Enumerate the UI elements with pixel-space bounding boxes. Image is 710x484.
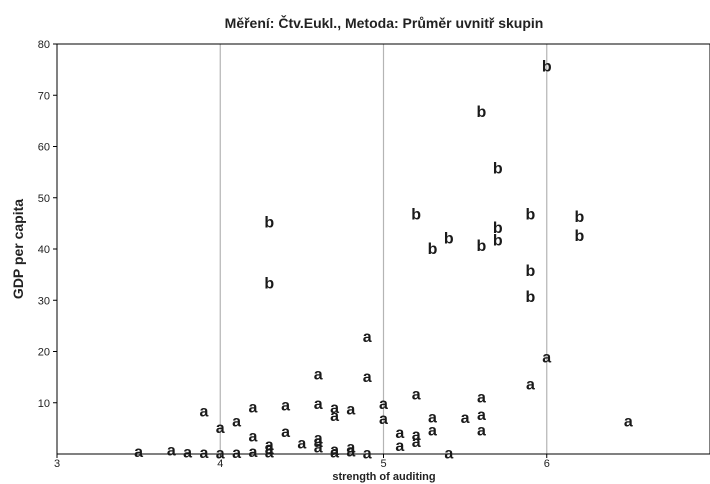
x-tick-label: 3 — [54, 458, 60, 470]
data-point-b: b — [542, 59, 552, 76]
data-point-a: a — [265, 444, 274, 461]
data-point-a: a — [428, 422, 437, 439]
data-point-a: a — [314, 396, 323, 413]
data-point-b: b — [493, 161, 503, 178]
x-axis-label: strength of auditing — [332, 471, 435, 483]
data-point-a: a — [199, 445, 208, 462]
y-axis-label: GDP per capita — [10, 199, 26, 299]
data-point-a: a — [216, 420, 225, 437]
data-point-a: a — [330, 400, 339, 417]
data-point-a: a — [346, 401, 355, 418]
data-point-a: a — [199, 403, 208, 420]
data-point-a: a — [444, 445, 453, 462]
data-point-a: a — [281, 397, 290, 414]
data-point-a: a — [265, 441, 274, 458]
data-point-b: b — [264, 275, 274, 292]
data-point-a: a — [314, 439, 323, 456]
data-point-a: a — [167, 442, 176, 459]
y-tick-label: 30 — [38, 295, 50, 307]
data-point-a: a — [183, 444, 192, 461]
data-point-a: a — [265, 437, 274, 454]
x-tick-label: 5 — [380, 458, 386, 470]
data-point-a: a — [363, 369, 372, 386]
data-point-a: a — [379, 396, 388, 413]
data-point-a: a — [412, 387, 421, 404]
data-point-a: a — [314, 367, 323, 384]
y-tick-label: 50 — [38, 193, 50, 205]
data-point-a: a — [363, 445, 372, 462]
x-tick-label: 6 — [544, 458, 550, 470]
data-point-b: b — [493, 220, 503, 237]
y-tick-label: 20 — [38, 347, 50, 359]
y-tick-label: 80 — [38, 39, 50, 51]
tick-layer: 3 4 5 6 10 20 30 40 50 60 70 80 — [38, 39, 550, 470]
data-point-a: a — [412, 434, 421, 451]
data-point-b: b — [477, 104, 487, 121]
data-point-a: a — [428, 410, 437, 427]
data-point-a: a — [477, 407, 486, 424]
data-point-b: b — [428, 241, 438, 258]
data-point-b: b — [264, 214, 274, 231]
data-point-a: a — [330, 408, 339, 425]
data-point-b: b — [526, 263, 536, 280]
data-point-a: a — [395, 438, 404, 455]
data-point-a: a — [346, 443, 355, 460]
data-point-a: a — [477, 422, 486, 439]
data-point-a: a — [461, 410, 470, 427]
data-point-b: b — [575, 228, 585, 245]
chart-title: Měření: Čtv.Eukl., Metoda: Průměr uvnitř… — [225, 14, 544, 31]
data-point-a: a — [542, 350, 551, 367]
data-point-a: a — [281, 424, 290, 441]
data-point-b: b — [526, 289, 536, 306]
data-point-a: a — [526, 376, 535, 393]
data-point-a: a — [363, 329, 372, 346]
data-point-b: b — [477, 238, 487, 255]
data-point-a: a — [134, 444, 143, 461]
data-point-a: a — [248, 444, 257, 461]
data-point-a: a — [379, 411, 388, 428]
data-point-a: a — [248, 429, 257, 446]
data-point-a: a — [232, 445, 241, 462]
data-point-a: a — [330, 442, 339, 459]
data-point-a: a — [412, 427, 421, 444]
data-point-b: b — [444, 231, 454, 248]
y-tick-label: 10 — [38, 398, 50, 410]
y-tick-label: 70 — [38, 90, 50, 102]
grid-layer — [219, 44, 548, 454]
x-tick-label: 4 — [217, 458, 223, 470]
data-point-a: a — [297, 436, 306, 453]
data-point-a: a — [248, 399, 257, 416]
data-point-a: a — [346, 439, 355, 456]
data-point-a: a — [395, 425, 404, 442]
data-point-a: a — [232, 414, 241, 431]
y-tick-label: 60 — [38, 142, 50, 154]
data-point-a: a — [624, 414, 633, 431]
data-point-a: a — [477, 390, 486, 407]
data-point-a: a — [216, 445, 225, 462]
data-point-a: a — [314, 434, 323, 451]
data-point-a: a — [330, 444, 339, 461]
data-point-b: b — [493, 232, 503, 249]
y-tick-label: 40 — [38, 244, 50, 256]
data-point-b: b — [411, 207, 421, 224]
data-point-b: b — [575, 209, 585, 226]
data-point-b: b — [526, 207, 536, 224]
data-point-a: a — [314, 431, 323, 448]
